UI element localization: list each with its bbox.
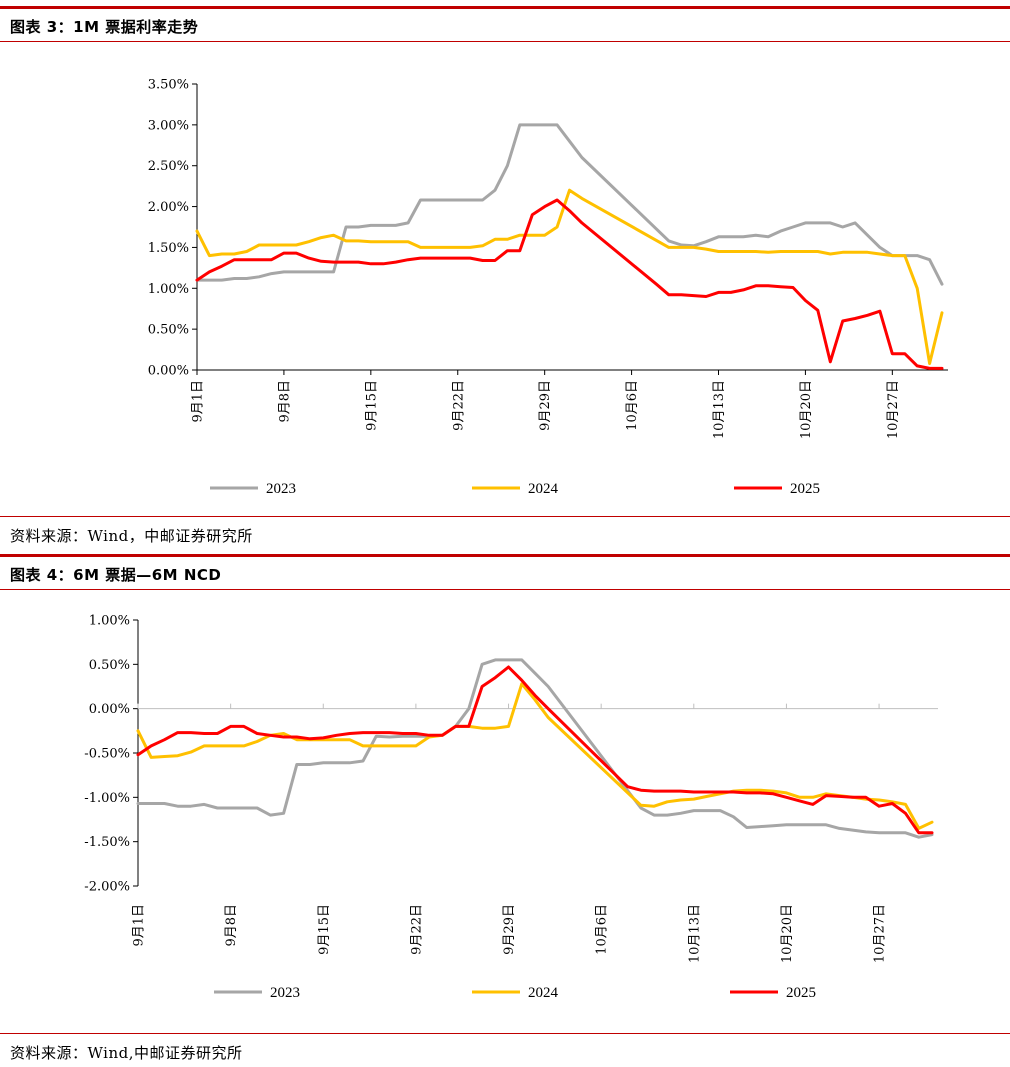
y-tick-label: 3.00% [148, 118, 189, 133]
legend-label-2024: 2024 [528, 985, 559, 1001]
y-tick-label: 3.50% [148, 78, 189, 93]
x-tick-label: 10月6日 [595, 904, 610, 955]
legend-label-2024: 2024 [528, 481, 559, 497]
figure3-header: 图表 3：1M 票据利率走势 [0, 6, 1010, 42]
x-tick-label: 10月27日 [886, 380, 901, 439]
y-tick-label: 1.00% [89, 614, 130, 629]
x-tick-label: 9月22日 [409, 904, 424, 955]
y-tick-label: 1.00% [148, 282, 189, 297]
series-line-2025 [195, 198, 944, 370]
y-tick-label: 0.50% [89, 658, 130, 673]
legend-label-2023: 2023 [266, 481, 296, 497]
x-tick-label: 10月20日 [780, 904, 795, 963]
figure4-source-divider [0, 1033, 1010, 1034]
figure4-source: 资料来源：Wind,中邮证券研究所 [10, 1044, 243, 1062]
chart-6m-bill-minus-ncd: -2.00% -1.50% -1.00% -0.50% 0.00% 0.50% 1.00% 9… [84, 614, 938, 1001]
y-tick-label: 2.50% [148, 159, 189, 174]
x-tick-label: 9月22日 [451, 380, 466, 431]
y-tick-label: -1.00% [84, 791, 130, 806]
x-tick-label: 9月8日 [277, 380, 292, 423]
y-tick-label: 0.00% [89, 702, 130, 717]
x-tick-label: 10月6日 [625, 380, 640, 431]
x-tick-label: 9月1日 [191, 380, 206, 423]
figure3-title: 图表 3：1M 票据利率走势 [10, 18, 199, 36]
y-tick-label: 0.50% [148, 323, 189, 338]
y-tick-label: -0.50% [84, 747, 130, 762]
y-tick-label: 1.50% [148, 241, 189, 256]
x-tick-label: 9月8日 [224, 904, 239, 947]
y-tick-label: 2.00% [148, 200, 189, 215]
x-tick-label: 10月13日 [687, 904, 702, 963]
x-tick-label: 9月29日 [538, 380, 553, 431]
x-tick-label: 10月27日 [873, 904, 888, 963]
series-line-2024 [195, 188, 944, 365]
series-line-2025 [136, 665, 934, 835]
x-tick-label: 9月1日 [132, 904, 147, 947]
figure4-header: 图表 4：6M 票据—6M NCD [0, 554, 1010, 590]
series-line-2024 [136, 682, 934, 830]
series-line-2023 [195, 123, 944, 286]
legend-label-2025: 2025 [786, 985, 816, 1001]
y-tick-label: -2.00% [84, 880, 130, 895]
y-tick-label: 0.00% [148, 364, 189, 379]
x-tick-label: 9月15日 [364, 380, 379, 431]
legend-label-2023: 2023 [270, 985, 300, 1001]
series-line-2023 [136, 658, 934, 839]
chart-1m-bill-rate: 0.00% 0.50% 1.00% 1.50% 2.00% 2.50% 3.00% 3.50%… [148, 78, 948, 497]
x-tick-label: 10月20日 [799, 380, 814, 439]
figure3-source-divider [0, 516, 1010, 517]
x-tick-label: 10月13日 [712, 380, 727, 439]
figure3-source: 资料来源：Wind，中邮证券研究所 [10, 527, 253, 545]
legend-label-2025: 2025 [790, 481, 820, 497]
y-tick-label: -1.50% [84, 835, 130, 850]
x-tick-label: 9月15日 [317, 904, 332, 955]
x-tick-label: 9月29日 [502, 904, 517, 955]
figure4-title: 图表 4：6M 票据—6M NCD [10, 566, 222, 584]
